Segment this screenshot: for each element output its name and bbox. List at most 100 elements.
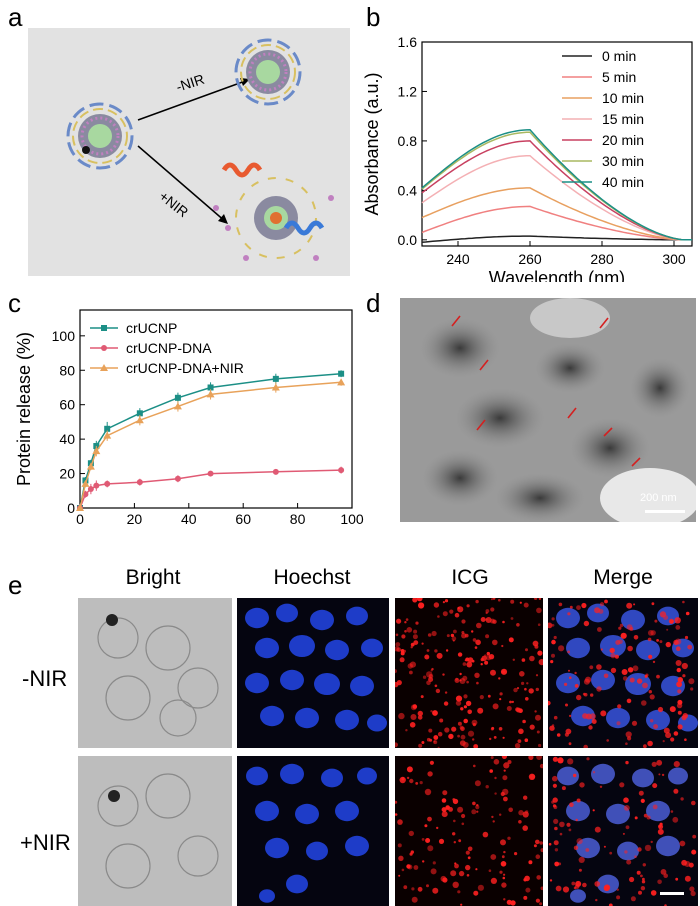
- icg-signal: [690, 687, 694, 691]
- icg-signal: [616, 721, 621, 726]
- nucleus: [280, 669, 304, 691]
- icg-signal: [411, 887, 415, 891]
- icg-signal: [535, 854, 541, 859]
- icg-signal: [486, 651, 490, 656]
- icg-signal: [465, 864, 471, 871]
- icg-signal: [594, 881, 600, 887]
- icg-signal: [539, 763, 543, 769]
- icg-signal: [424, 654, 430, 660]
- icg-signal: [679, 840, 686, 847]
- icg-signal: [609, 647, 615, 654]
- icg-signal: [412, 634, 418, 640]
- icg-signal: [463, 718, 468, 724]
- icg-signal: [637, 847, 642, 852]
- icg-signal: [426, 649, 430, 652]
- icg-signal: [684, 861, 691, 867]
- nucleus: [295, 707, 319, 729]
- icg-signal: [629, 876, 635, 883]
- icg-signal: [399, 657, 405, 663]
- icg-signal: [569, 605, 573, 609]
- panel-label-d: d: [366, 288, 381, 318]
- icg-signal: [582, 882, 587, 888]
- icg-signal: [521, 658, 526, 662]
- data-point: [272, 468, 279, 475]
- y-tick-label: 0.8: [398, 133, 418, 149]
- icg-signal: [503, 769, 506, 772]
- icg-signal: [432, 887, 439, 894]
- icg-signal: [427, 771, 433, 777]
- icg-signal: [521, 681, 525, 685]
- row-label-plus-nir: +NIR: [20, 830, 71, 855]
- icg-signal: [614, 654, 619, 659]
- icg-signal: [480, 663, 483, 666]
- icg-signal: [460, 734, 466, 740]
- icg-signal: [455, 677, 459, 681]
- icg-signal: [633, 603, 636, 606]
- data-point: [104, 480, 111, 487]
- image-icg-plus-nir: [395, 756, 543, 906]
- icg-signal: [610, 653, 616, 659]
- icg-signal: [661, 773, 665, 777]
- icg-signal: [444, 599, 449, 603]
- icg-signal: [404, 630, 407, 633]
- icg-signal: [433, 602, 440, 608]
- icg-signal: [480, 617, 486, 622]
- icg-signal: [430, 868, 437, 875]
- icg-signal: [490, 756, 494, 759]
- icg-signal: [449, 609, 454, 614]
- y-tick-label: 1.6: [398, 34, 418, 50]
- icg-signal: [472, 801, 476, 806]
- arrow-label-minus-nir: -NIR: [174, 71, 206, 95]
- icg-signal: [626, 602, 633, 609]
- column-label-icg: ICG: [451, 566, 489, 589]
- icg-signal: [659, 611, 667, 618]
- row-label-minus-nir: -NIR: [22, 666, 68, 691]
- icg-signal: [561, 786, 566, 791]
- icg-signal: [490, 598, 493, 601]
- icg-signal: [500, 791, 505, 797]
- y-tick-label: 1.2: [398, 83, 418, 99]
- icg-signal: [524, 875, 530, 882]
- x-tick-label: 80: [290, 511, 306, 526]
- scale-bar: [660, 892, 684, 895]
- icg-signal: [537, 623, 541, 626]
- icg-signal: [557, 757, 564, 764]
- icg-signal: [457, 734, 460, 738]
- icg-signal: [427, 845, 434, 852]
- icg-signal: [620, 632, 627, 639]
- icg-signal: [397, 819, 403, 825]
- icg-signal: [424, 788, 432, 796]
- icg-signal: [404, 621, 407, 624]
- icg-signal: [630, 896, 636, 902]
- icg-signal: [451, 636, 457, 641]
- icg-signal: [457, 890, 461, 894]
- icg-signal: [476, 681, 479, 685]
- icg-signal: [395, 813, 398, 816]
- icg-signal: [432, 710, 438, 716]
- icg-signal: [657, 706, 664, 713]
- icg-signal: [509, 700, 512, 704]
- icg-signal: [559, 821, 565, 828]
- legend-label: 20 min: [602, 132, 644, 148]
- icg-signal: [407, 663, 413, 669]
- icg-signal: [619, 623, 624, 628]
- y-tick-label: 100: [52, 328, 76, 344]
- icg-signal: [690, 890, 696, 897]
- y-tick-label: 40: [59, 431, 75, 447]
- icg-signal: [466, 604, 470, 608]
- icg-signal: [576, 605, 581, 610]
- icg-signal: [472, 638, 477, 642]
- icg-signal: [650, 890, 657, 896]
- icg-signal: [508, 637, 514, 643]
- nucleus: [245, 672, 269, 694]
- icg-signal: [433, 735, 439, 740]
- icg-signal: [507, 760, 512, 764]
- icg-signal: [437, 615, 440, 618]
- icg-signal: [413, 865, 419, 870]
- icg-signal: [418, 743, 423, 748]
- icg-signal: [493, 759, 500, 765]
- nanoparticle-released: [213, 162, 334, 261]
- icg-signal: [499, 692, 503, 696]
- icg-signal: [462, 741, 469, 748]
- icg-signal: [551, 724, 555, 727]
